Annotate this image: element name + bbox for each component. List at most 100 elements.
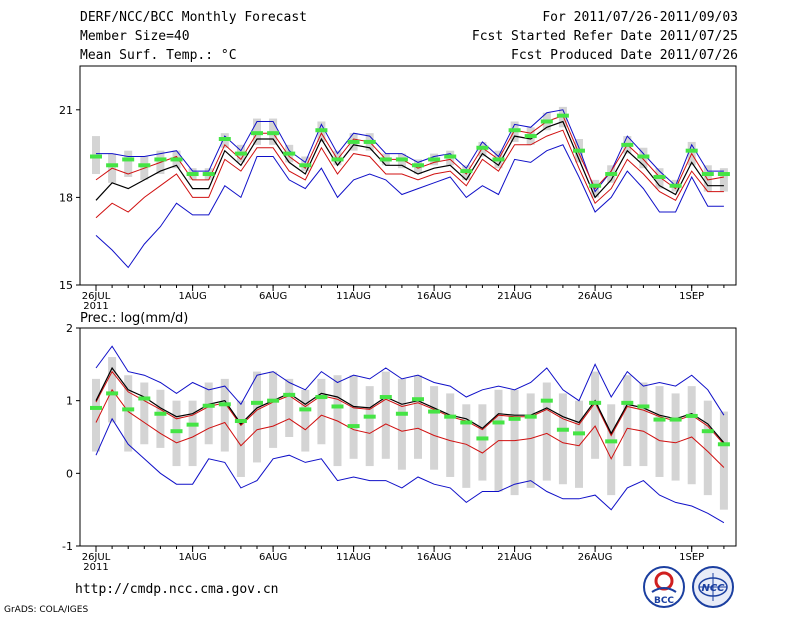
prec-median-marker — [363, 414, 376, 419]
prec-median-marker — [122, 407, 135, 412]
temp-median-marker — [605, 172, 618, 177]
prec-spread-box — [172, 400, 181, 467]
prec-spread-box — [156, 389, 165, 448]
prec-spread-box — [478, 404, 487, 481]
temp-median-marker — [170, 157, 183, 162]
temp-x-tick-label: 6AUG — [259, 291, 287, 302]
prec-spread-box — [204, 382, 213, 445]
prec-spread-box — [575, 400, 583, 488]
prec-median-marker — [717, 442, 730, 447]
temp-median-marker — [524, 134, 537, 139]
temp-min-line — [95, 144, 724, 269]
temp-median-marker — [444, 154, 457, 159]
prec-year-label: 2011 — [83, 562, 108, 573]
temp-x-tick-label: 26JUL — [82, 291, 111, 302]
prec-spread-box — [365, 386, 374, 467]
prec-spread-box — [591, 371, 600, 459]
prec-median-marker — [653, 417, 666, 422]
temp-spread-box — [719, 168, 728, 192]
prec-spread-box — [639, 382, 648, 467]
prec-median-marker — [251, 400, 263, 405]
temp-x-tick-label: 1AUG — [178, 291, 206, 302]
prec-spread-box — [397, 378, 406, 470]
temp-median-marker — [540, 119, 553, 124]
prec-min-line — [95, 417, 725, 524]
temp-y-tick-label: 15 — [59, 279, 73, 292]
prec-median-marker — [540, 398, 553, 403]
temp-mean-line — [95, 120, 724, 201]
prec-x-tick-label: 6AUG — [259, 552, 287, 563]
grads-credit: GrADS: COLA/IGES — [4, 605, 89, 615]
prec-spread-box — [526, 393, 535, 488]
temp-median-marker — [186, 172, 199, 177]
temp-std-upper-line — [95, 114, 724, 190]
prec-spread-box — [558, 393, 567, 485]
source-url: http://cmdp.ncc.cma.gov.cn — [75, 582, 279, 597]
prec-y-tick-label: -1 — [62, 540, 73, 553]
prec-median-marker — [508, 416, 521, 421]
temp-median-marker — [283, 151, 296, 156]
prec-x-tick-label: 26JUL — [82, 552, 111, 563]
temp-spread-box — [124, 150, 133, 177]
temp-median-marker — [122, 157, 135, 162]
prec-median-marker — [379, 395, 392, 400]
prec-spread-box — [301, 389, 310, 452]
forecast-produced-date: Fcst Produced Date 2011/07/26 — [511, 48, 738, 63]
temp-median-marker — [251, 131, 263, 136]
prec-spread-box — [687, 386, 696, 485]
prec-spread-box — [446, 393, 455, 477]
prec-max-line — [95, 345, 725, 416]
prec-median-marker — [267, 398, 280, 403]
precipitation-chart-title: Prec.: log(mm/d) — [80, 311, 188, 326]
prec-spread-box — [124, 375, 133, 452]
temp-x-tick-label: 21AUG — [497, 291, 532, 302]
temp-std-lower-line — [95, 129, 724, 219]
temp-median-marker — [267, 131, 280, 136]
temp-median-marker — [701, 172, 714, 177]
prec-spread-box — [220, 378, 229, 452]
temp-spread-box — [703, 165, 712, 192]
prec-median-marker — [637, 404, 650, 409]
prec-median-marker — [524, 414, 537, 419]
temp-median-marker — [331, 157, 344, 162]
prec-x-tick-label: 21AUG — [497, 552, 532, 563]
prec-median-marker — [428, 409, 441, 414]
prec-x-tick-label: 1AUG — [178, 552, 206, 563]
temp-median-marker — [379, 157, 392, 162]
prec-x-tick-label: 11AUG — [336, 552, 371, 563]
ncc-logo: NCC — [692, 566, 734, 608]
prec-median-marker — [106, 391, 119, 396]
temp-median-marker — [621, 142, 634, 147]
prec-median-marker — [476, 436, 489, 441]
prec-median-marker — [218, 402, 231, 407]
prec-median-marker — [186, 422, 199, 427]
temp-median-marker — [685, 148, 698, 153]
temp-median-marker — [154, 157, 167, 162]
temp-median-marker — [106, 163, 119, 168]
temp-median-marker — [395, 157, 408, 162]
temp-median-marker — [717, 172, 730, 177]
prec-median-marker — [90, 405, 102, 410]
prec-spread-box — [542, 382, 551, 481]
bcc-logo: BCC — [643, 566, 685, 608]
prec-spread-box — [253, 371, 261, 463]
temp-median-marker — [202, 172, 215, 177]
member-size-label: Member Size=40 — [80, 29, 190, 44]
prec-median-marker — [669, 417, 682, 422]
prec-x-tick-label: 16AUG — [417, 552, 452, 563]
prec-std-upper-line — [95, 370, 725, 445]
prec-median-marker — [460, 420, 473, 425]
prec-median-marker — [573, 431, 585, 436]
prec-spread-box — [414, 375, 422, 459]
temp-median-marker — [218, 137, 231, 141]
prec-median-marker — [492, 420, 505, 425]
forecast-started-date: Fcst Started Refer Date 2011/07/25 — [471, 29, 738, 44]
prec-median-marker — [347, 424, 360, 429]
prec-spread-box — [719, 411, 728, 510]
prec-spread-box — [623, 375, 632, 467]
prec-median-marker — [605, 439, 618, 444]
temp-median-marker — [669, 183, 682, 188]
prec-plot-frame — [79, 327, 737, 547]
prec-median-marker — [444, 414, 457, 419]
temp-median-marker — [460, 169, 473, 174]
